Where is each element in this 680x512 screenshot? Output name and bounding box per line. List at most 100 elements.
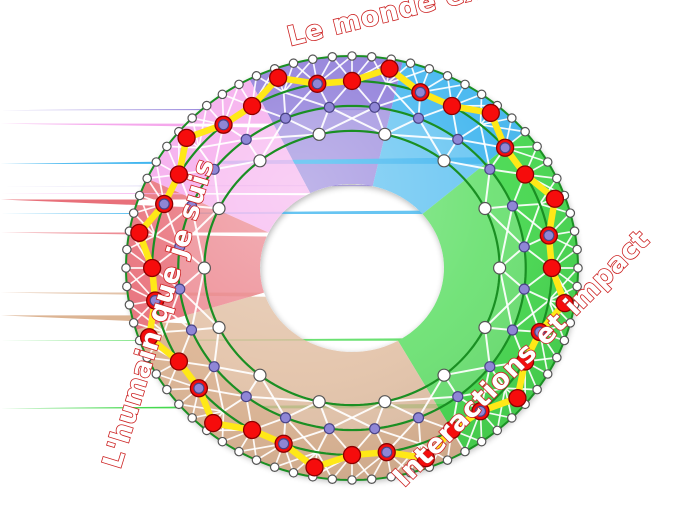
inner-node[interactable] <box>212 320 226 335</box>
mid-node[interactable] <box>484 361 496 373</box>
highlight-node[interactable] <box>545 189 565 208</box>
mid-node[interactable] <box>518 283 530 295</box>
mid-node[interactable] <box>506 200 519 212</box>
outer-small-node[interactable] <box>492 425 503 436</box>
highlight-node[interactable] <box>542 258 562 278</box>
mid-node[interactable] <box>452 390 464 403</box>
outer-small-node[interactable] <box>122 244 132 255</box>
outer-small-node[interactable] <box>217 436 228 447</box>
mid-node[interactable] <box>369 101 381 113</box>
inner-node[interactable] <box>437 368 451 382</box>
outer-small-node[interactable] <box>201 100 212 111</box>
outer-small-node[interactable] <box>405 58 416 69</box>
outer-small-node[interactable] <box>507 113 517 123</box>
inner-node[interactable] <box>493 261 507 275</box>
outer-small-node[interactable] <box>347 51 357 61</box>
outer-small-node[interactable] <box>122 281 132 292</box>
outer-small-node[interactable] <box>307 54 318 65</box>
highlight-node[interactable] <box>169 352 189 371</box>
mid-node[interactable] <box>278 438 290 450</box>
highlight-node[interactable] <box>508 388 527 408</box>
inner-node[interactable] <box>312 127 326 141</box>
outer-small-node[interactable] <box>151 157 162 167</box>
inner-node[interactable] <box>437 154 451 168</box>
highlight-node[interactable] <box>242 96 262 116</box>
outer-small-node[interactable] <box>386 471 397 482</box>
mid-node[interactable] <box>499 142 511 154</box>
mid-node[interactable] <box>412 112 425 124</box>
inner-node[interactable] <box>478 320 492 335</box>
outer-small-node[interactable] <box>532 141 542 152</box>
outer-small-node[interactable] <box>121 263 131 273</box>
outer-small-node[interactable] <box>269 462 280 473</box>
mid-node[interactable] <box>185 324 198 336</box>
outer-small-node[interactable] <box>442 455 453 465</box>
highlight-node[interactable] <box>555 293 574 313</box>
outer-small-node[interactable] <box>134 190 145 201</box>
outer-small-node[interactable] <box>187 113 197 123</box>
outer-small-node[interactable] <box>572 281 582 292</box>
inner-node[interactable] <box>197 261 211 275</box>
mid-node[interactable] <box>185 200 198 212</box>
mid-node[interactable] <box>474 405 487 417</box>
outer-small-node[interactable] <box>251 455 262 465</box>
outer-small-node[interactable] <box>507 413 517 423</box>
highlight-node[interactable] <box>515 352 535 371</box>
mid-node[interactable] <box>414 86 426 98</box>
outer-small-node[interactable] <box>532 384 542 395</box>
inner-node[interactable] <box>478 201 492 216</box>
inner-node[interactable] <box>378 127 392 141</box>
outer-small-node[interactable] <box>542 157 553 167</box>
outer-small-node[interactable] <box>552 352 562 363</box>
mid-node[interactable] <box>518 241 530 253</box>
mid-node[interactable] <box>240 390 252 403</box>
outer-small-node[interactable] <box>288 58 299 69</box>
mid-node[interactable] <box>534 326 546 338</box>
mid-node[interactable] <box>279 412 292 424</box>
highlight-node[interactable] <box>342 445 362 465</box>
highlight-node[interactable] <box>169 165 189 184</box>
outer-small-node[interactable] <box>124 300 135 310</box>
mid-node[interactable] <box>149 294 161 307</box>
outer-small-node[interactable] <box>565 208 576 218</box>
outer-small-node[interactable] <box>288 467 299 478</box>
highlight-node[interactable] <box>305 458 324 477</box>
outer-small-node[interactable] <box>366 52 377 62</box>
outer-small-node[interactable] <box>151 369 162 379</box>
outer-small-node[interactable] <box>162 384 172 395</box>
inner-node[interactable] <box>212 201 226 216</box>
highlight-node[interactable] <box>268 68 288 87</box>
outer-small-node[interactable] <box>565 318 576 328</box>
inner-node[interactable] <box>312 395 326 409</box>
highlight-node[interactable] <box>442 420 462 440</box>
mid-node[interactable] <box>452 133 464 146</box>
mid-node[interactable] <box>484 163 496 175</box>
outer-small-node[interactable] <box>572 244 582 255</box>
outer-small-node[interactable] <box>142 352 152 363</box>
inner-node[interactable] <box>378 395 392 409</box>
highlight-node[interactable] <box>342 71 362 91</box>
highlight-node[interactable] <box>242 420 262 440</box>
outer-small-node[interactable] <box>174 399 184 410</box>
outer-small-node[interactable] <box>162 141 172 152</box>
outer-small-node[interactable] <box>460 79 470 90</box>
mid-node[interactable] <box>543 229 555 242</box>
outer-small-node[interactable] <box>327 52 338 62</box>
mid-node[interactable] <box>381 446 393 458</box>
mid-node[interactable] <box>240 133 252 146</box>
highlight-node[interactable] <box>142 258 162 278</box>
outer-small-node[interactable] <box>347 475 357 485</box>
outer-small-node[interactable] <box>559 335 570 346</box>
mid-node[interactable] <box>506 324 519 336</box>
mid-node[interactable] <box>217 119 230 131</box>
outer-small-node[interactable] <box>128 318 139 328</box>
inner-node[interactable] <box>253 154 267 168</box>
highlight-node[interactable] <box>515 165 535 184</box>
outer-small-node[interactable] <box>366 474 377 484</box>
outer-small-node[interactable] <box>142 173 152 184</box>
outer-small-node[interactable] <box>569 226 580 236</box>
mid-node[interactable] <box>208 163 220 175</box>
outer-small-node[interactable] <box>234 446 244 457</box>
mid-node[interactable] <box>174 241 186 253</box>
outer-small-node[interactable] <box>460 446 470 457</box>
